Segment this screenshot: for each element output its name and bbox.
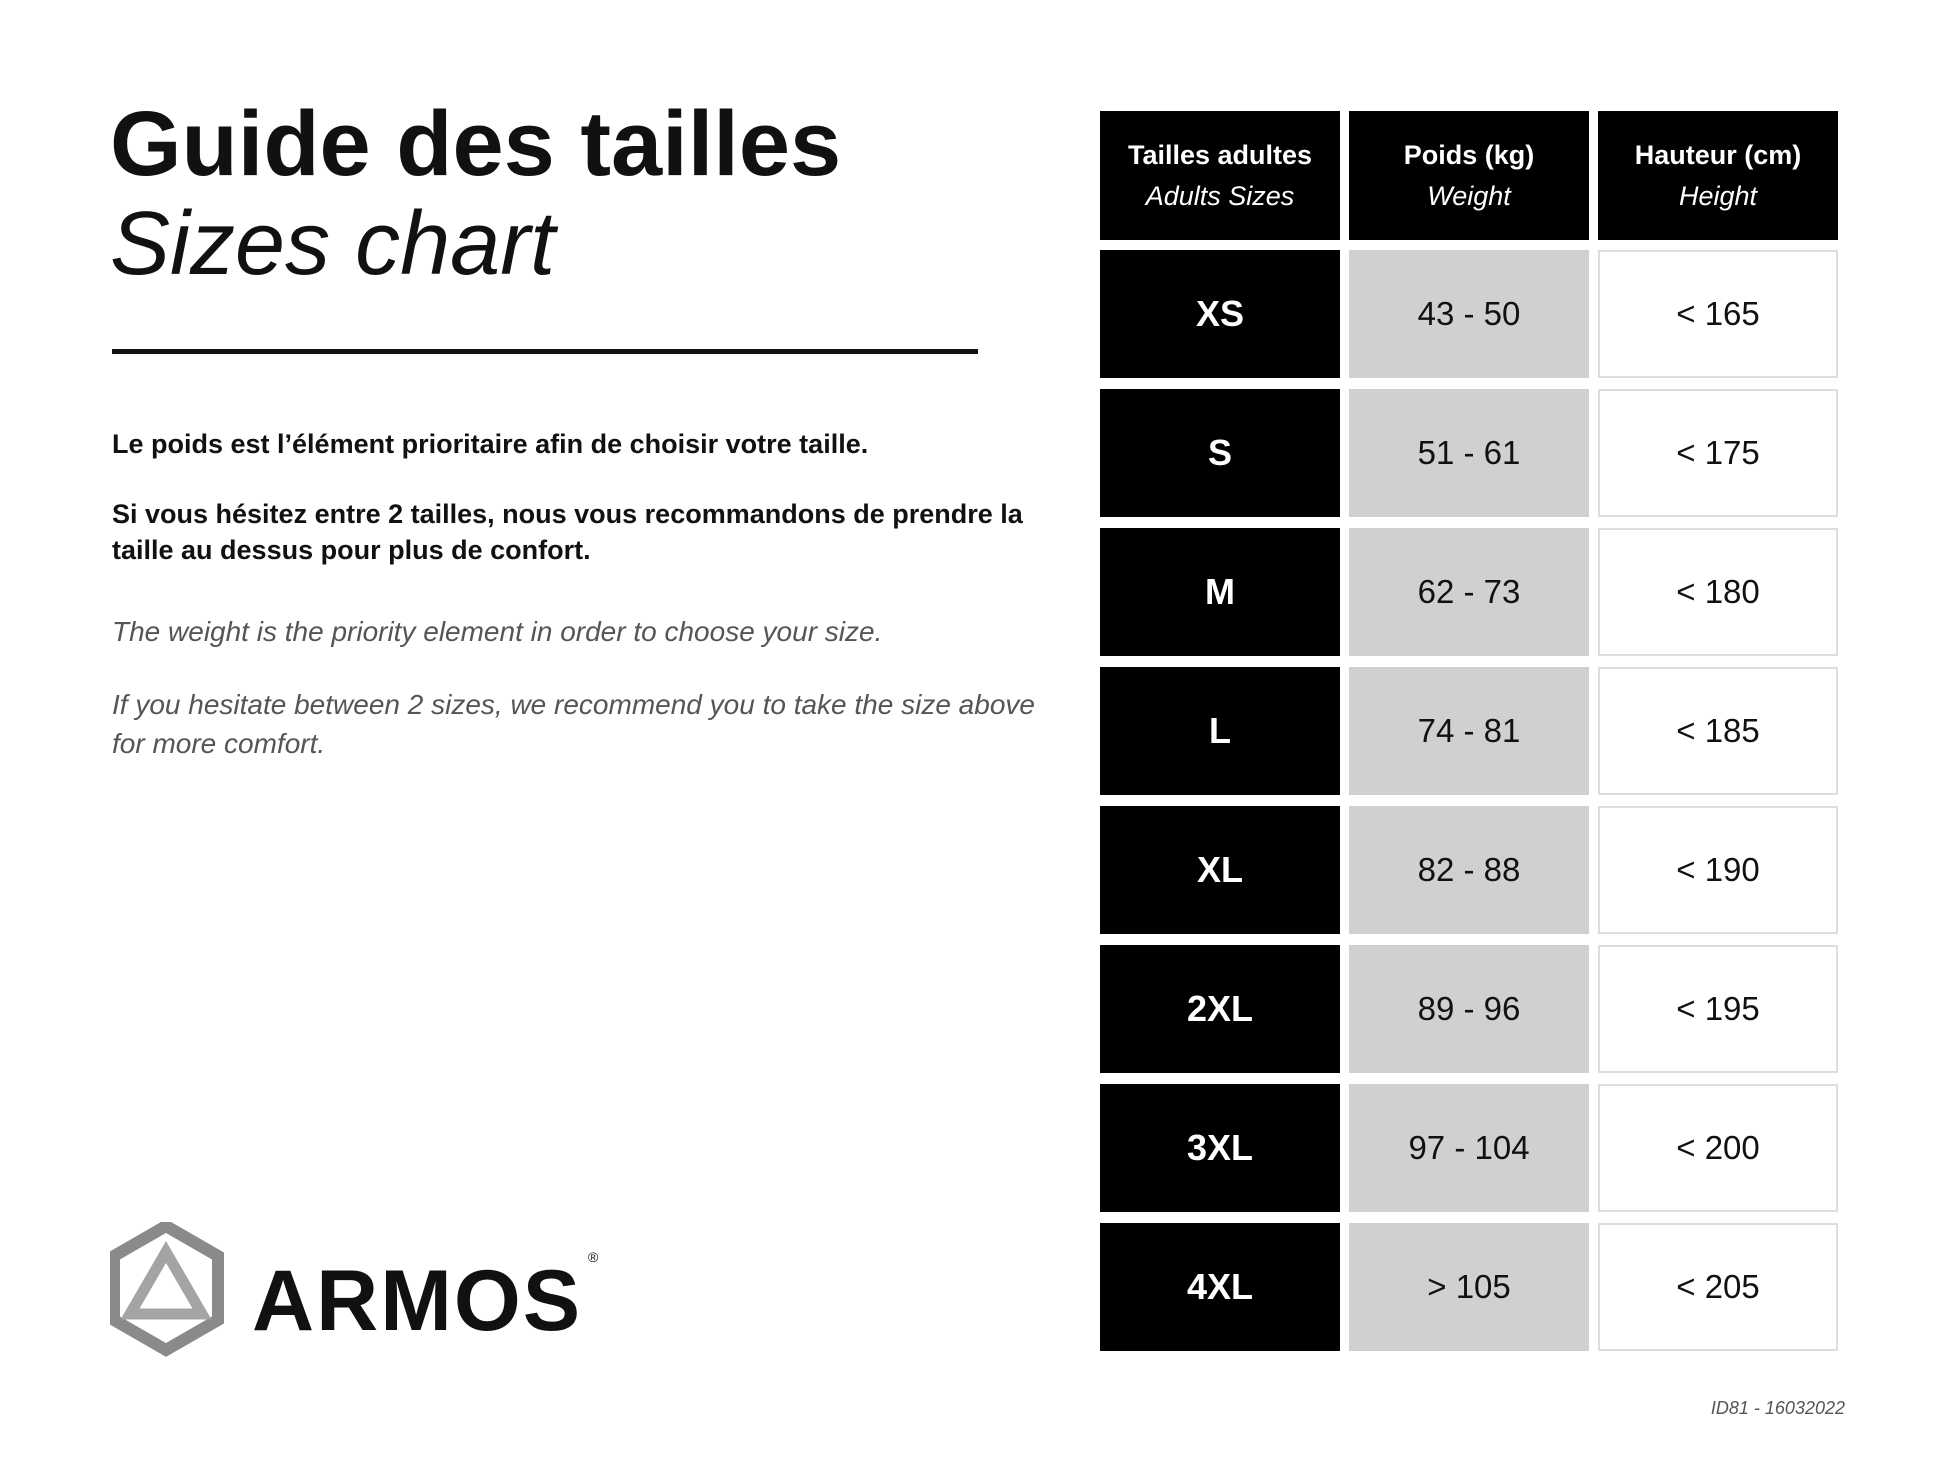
page-subtitle: Sizes chart: [110, 193, 556, 294]
paragraph-en-2: If you hesitate between 2 sizes, we reco…: [112, 689, 1035, 760]
cell-size: XS: [1100, 250, 1340, 378]
cell-weight: 62 - 73: [1349, 528, 1589, 656]
cell-weight: 43 - 50: [1349, 250, 1589, 378]
paragraph-fr-1: Le poids est l’élément prioritaire afin …: [112, 429, 869, 460]
cell-weight: 97 - 104: [1349, 1084, 1589, 1212]
cell-height: < 195: [1598, 945, 1838, 1073]
cell-height: < 190: [1598, 806, 1838, 934]
cell-weight: > 105: [1349, 1223, 1589, 1351]
paragraph-fr-2: Si vous hésitez entre 2 tailles, nous vo…: [112, 499, 1023, 566]
header-size-fr: Tailles adultes: [1127, 139, 1313, 170]
header-height: Hauteur (cm) Height: [1598, 111, 1838, 240]
cell-height: < 165: [1598, 250, 1838, 378]
header-size: Tailles adultes Adults Sizes: [1100, 111, 1340, 240]
cell-size: L: [1100, 667, 1340, 795]
cell-height: < 180: [1598, 528, 1838, 656]
paragraph-en-1: The weight is the priority element in or…: [112, 616, 883, 648]
cell-size: XL: [1100, 806, 1340, 934]
svg-text:ARMOS: ARMOS: [252, 1253, 582, 1349]
cell-weight: 74 - 81: [1349, 667, 1589, 795]
cell-height: < 175: [1598, 389, 1838, 517]
header-height-en: Height: [1678, 180, 1758, 211]
cell-size: 2XL: [1100, 945, 1340, 1073]
header-weight-fr: Poids (kg): [1403, 139, 1535, 170]
cell-weight: 89 - 96: [1349, 945, 1589, 1073]
cell-weight: 51 - 61: [1349, 389, 1589, 517]
armos-logo: ARMOS ®: [108, 1219, 610, 1357]
cell-size: 3XL: [1100, 1084, 1340, 1212]
intro-column: Guide des tailles Sizes chart Le poids e…: [110, 96, 1070, 763]
cell-size: M: [1100, 528, 1340, 656]
header-size-en: Adults Sizes: [1145, 180, 1295, 211]
cell-height: < 205: [1598, 1223, 1838, 1351]
cell-height: < 200: [1598, 1084, 1838, 1212]
cell-weight: 82 - 88: [1349, 806, 1589, 934]
svg-text:®: ®: [588, 1249, 599, 1265]
document-id: ID81 - 16032022: [1710, 1398, 1845, 1418]
header-weight-en: Weight: [1427, 180, 1511, 211]
size-table: Tailles adultes Adults Sizes Poids (kg) …: [1100, 111, 1838, 1362]
divider: [112, 349, 978, 355]
page-title: Guide des tailles: [110, 93, 842, 195]
header-weight: Poids (kg) Weight: [1349, 111, 1589, 240]
header-height-fr: Hauteur (cm): [1634, 139, 1802, 170]
armos-hexagon-icon: ARMOS ®: [108, 1219, 599, 1357]
cell-size: S: [1100, 389, 1340, 517]
cell-size: 4XL: [1100, 1223, 1340, 1351]
cell-height: < 185: [1598, 667, 1838, 795]
